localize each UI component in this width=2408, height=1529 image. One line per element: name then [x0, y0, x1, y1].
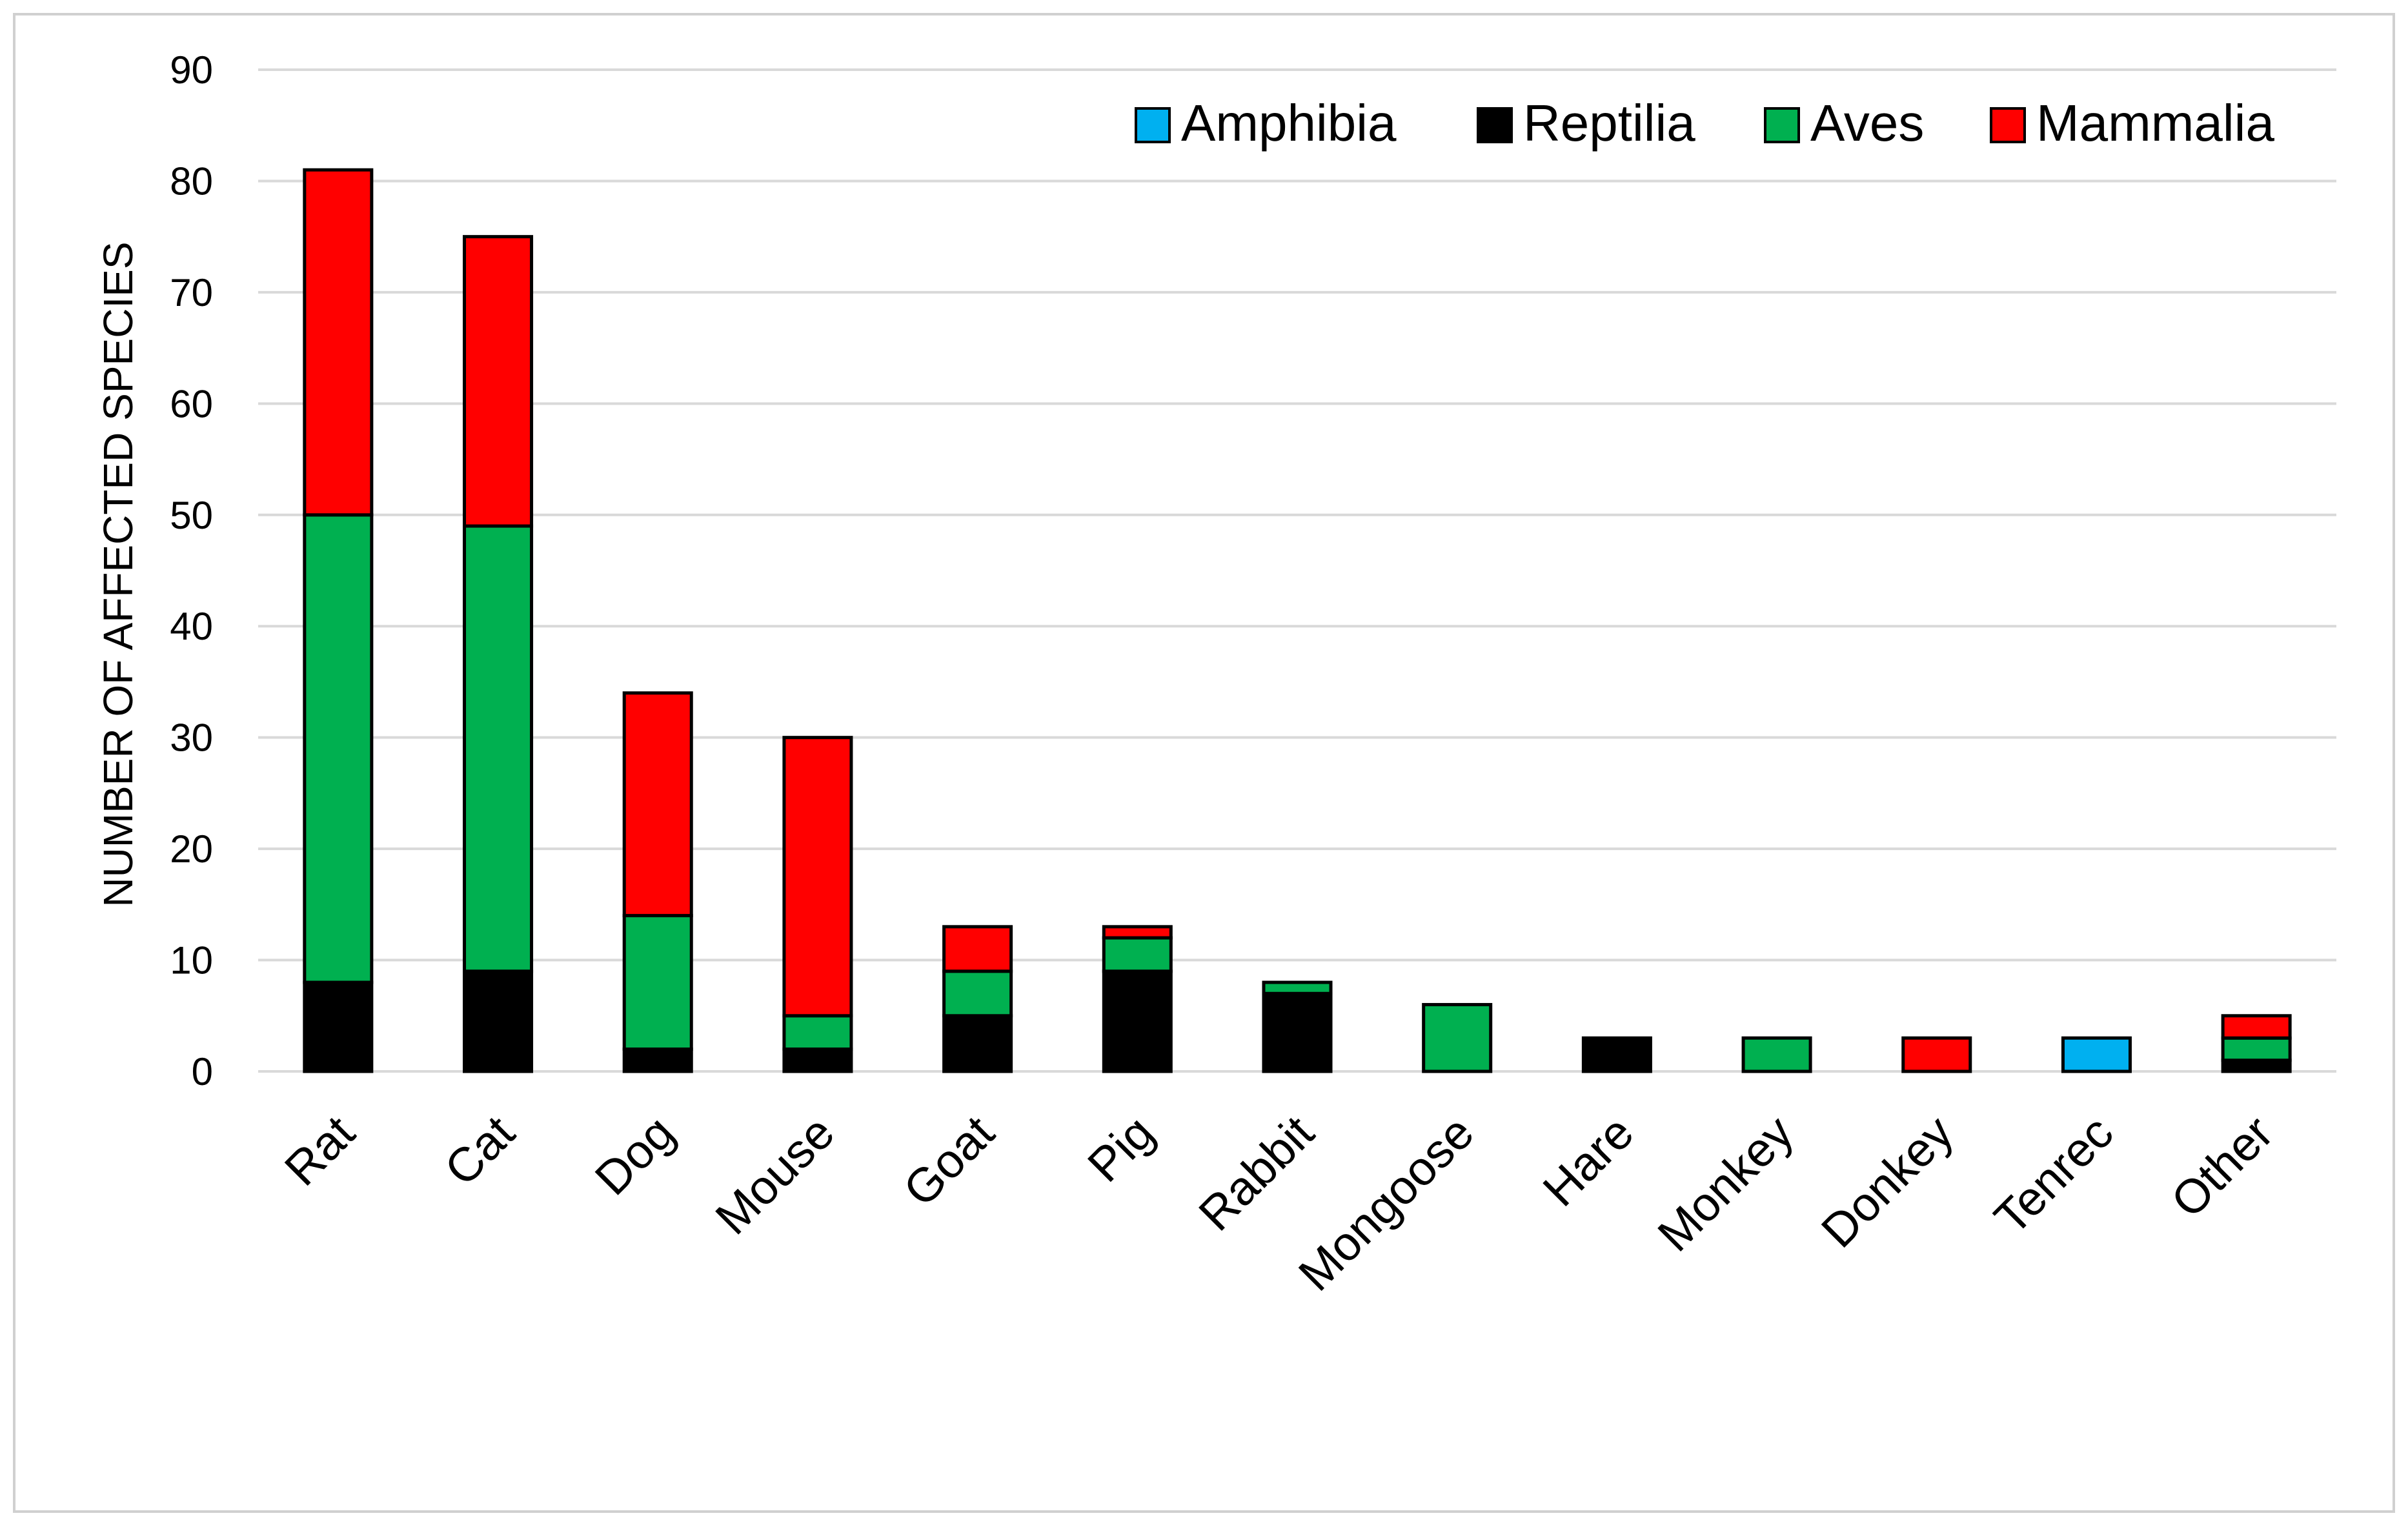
bar-cat-reptilia [463, 969, 534, 1073]
bar-other-reptilia [2221, 1058, 2292, 1073]
bar-other-aves [2221, 1036, 2292, 1062]
bar-hare-reptilia [1581, 1036, 1652, 1073]
y-tick-label: 10 [170, 939, 213, 982]
bar-rat-reptilia [303, 980, 374, 1073]
legend-label-mammalia: Mammalia [2036, 94, 2274, 152]
bar-rabbit-reptilia [1262, 991, 1333, 1073]
bar-rat-aves [303, 513, 374, 984]
legend: Amphibia Reptilia Aves Mammalia [1135, 94, 2274, 152]
legend-swatch-mammalia [1990, 107, 2026, 143]
bar-stack-mongoose [1422, 1003, 1493, 1073]
bar-stack-hare [1581, 1036, 1652, 1073]
bar-stack-rabbit [1262, 980, 1333, 1073]
legend-swatch-aves [1764, 107, 1800, 143]
bar-pig-mammalia [1102, 925, 1173, 940]
chart-border [13, 13, 2395, 1513]
bar-other-mammalia [2221, 1014, 2292, 1040]
legend-label-aves: Aves [1810, 94, 1924, 152]
bar-stack-mouse [782, 736, 853, 1073]
bar-dog-reptilia [622, 1048, 693, 1073]
bar-stack-dog [622, 691, 693, 1073]
grid-lines [258, 68, 2336, 1073]
bar-stack-donkey [1901, 1036, 1972, 1073]
bar-goat-aves [942, 969, 1013, 1018]
bar-mouse-reptilia [782, 1048, 853, 1073]
bar-goat-reptilia [942, 1014, 1013, 1073]
bar-tenrec-amphibia [2061, 1036, 2132, 1073]
bar-donkey-mammalia [1901, 1036, 1972, 1073]
legend-label-amphibia: Amphibia [1181, 94, 1397, 152]
legend-label-reptilia: Reptilia [1523, 94, 1695, 152]
bar-mongoose-aves [1422, 1003, 1493, 1073]
bar-cat-mammalia [463, 235, 534, 528]
bar-monkey-aves [1741, 1036, 1812, 1073]
y-axis-title: NUMBER OF AFFECTED SPECIES [95, 241, 141, 907]
y-tick-label: 50 [170, 494, 213, 537]
bar-mouse-aves [782, 1014, 853, 1051]
bar-stack-monkey [1741, 1036, 1812, 1073]
legend-swatch-reptilia [1477, 107, 1513, 143]
y-tick-label: 0 [192, 1050, 213, 1093]
bar-pig-aves [1102, 936, 1173, 973]
bar-dog-aves [622, 914, 693, 1051]
y-tick-label: 90 [170, 48, 213, 92]
y-tick-label: 70 [170, 271, 213, 314]
bar-stack-goat [942, 925, 1013, 1073]
bar-cat-aves [463, 524, 534, 973]
bar-mouse-mammalia [782, 736, 853, 1018]
bar-stack-tenrec [2061, 1036, 2132, 1073]
bar-rat-mammalia [303, 168, 374, 517]
bar-stack-cat [463, 235, 534, 1073]
y-tick-label: 40 [170, 605, 213, 648]
bar-rabbit-aves [1262, 980, 1333, 995]
bar-dog-mammalia [622, 691, 693, 918]
bar-stack-pig [1102, 925, 1173, 1073]
bar-goat-mammalia [942, 925, 1013, 973]
y-tick-label: 30 [170, 716, 213, 760]
bar-stack-rat [303, 168, 374, 1073]
y-tick-label: 20 [170, 827, 213, 871]
y-tick-label: 80 [170, 159, 213, 203]
y-tick-label: 60 [170, 382, 213, 425]
bar-pig-reptilia [1102, 969, 1173, 1073]
legend-swatch-amphibia [1135, 107, 1171, 143]
bars [303, 168, 2292, 1073]
y-axis-ticks: 0 10 20 30 40 50 60 70 80 90 [170, 48, 213, 1093]
bar-stack-other [2221, 1014, 2292, 1073]
